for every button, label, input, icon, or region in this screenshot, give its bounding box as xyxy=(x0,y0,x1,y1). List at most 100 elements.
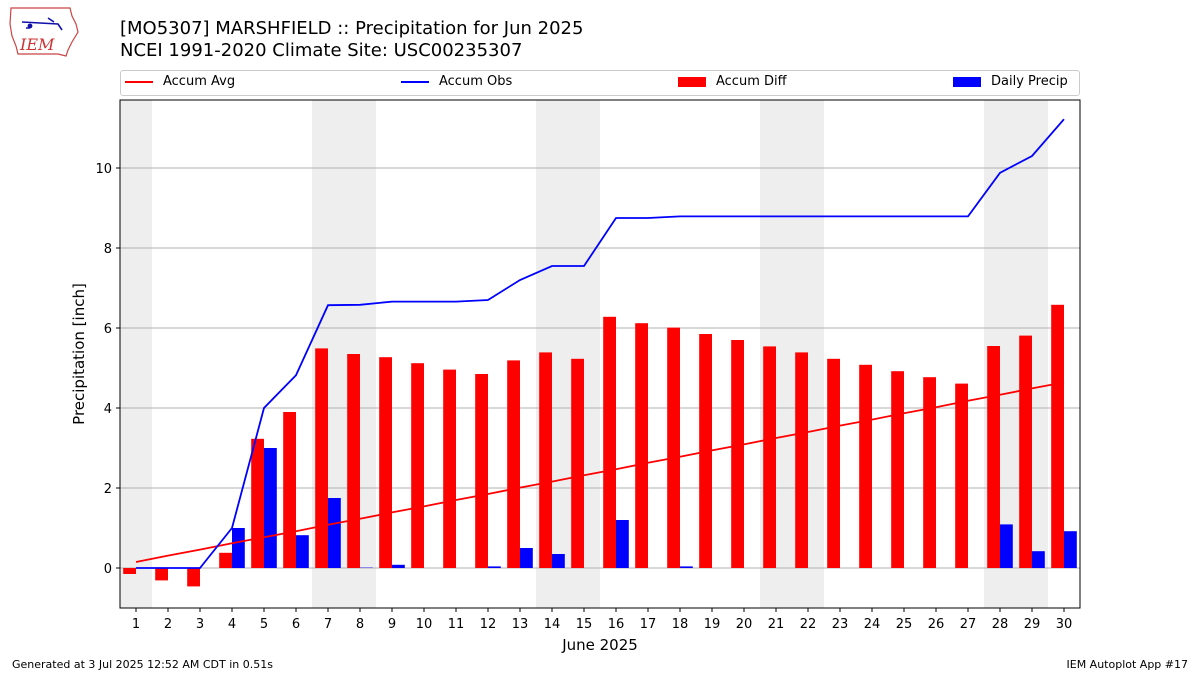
accum-obs-line xyxy=(136,118,1065,569)
accum-avg-line xyxy=(135,381,1065,563)
accum-diff-bar xyxy=(1019,335,1032,568)
accum-diff-bar xyxy=(347,354,360,568)
daily-precip-bars xyxy=(232,448,1077,568)
legend-item-daily-precip: Daily Precip xyxy=(953,74,1068,89)
daily-precip-bar xyxy=(1032,551,1045,568)
daily-precip-bar xyxy=(520,548,533,568)
x-tick-label: 21 xyxy=(768,617,785,632)
accum-diff-bar xyxy=(859,364,872,568)
x-tick-label: 14 xyxy=(544,617,561,632)
accum-diff-bar xyxy=(475,374,488,568)
x-tick-label: 30 xyxy=(1056,617,1073,632)
accum-diff-bar xyxy=(443,369,456,568)
legend-item-accum-avg: Accum Avg xyxy=(125,74,235,89)
weekend-band xyxy=(120,100,152,608)
y-tick-label: 2 xyxy=(104,482,112,497)
daily-precip-bar xyxy=(264,448,277,568)
accum-diff-bar xyxy=(379,357,392,568)
x-tick-label: 25 xyxy=(896,617,913,632)
accum-diff-bar xyxy=(667,327,680,568)
x-tick-label: 5 xyxy=(260,617,268,632)
accum-diff-bar xyxy=(603,316,616,568)
x-tick-label: 12 xyxy=(480,617,497,632)
legend-swatch-daily-precip xyxy=(953,76,981,87)
accum-diff-bar xyxy=(955,383,968,568)
accum-diff-bar xyxy=(539,352,552,568)
y-tick-label: 4 xyxy=(104,402,112,417)
logo-text: IEM xyxy=(19,35,55,54)
accum-diff-bar xyxy=(411,363,424,568)
x-tick-label: 24 xyxy=(864,617,881,632)
daily-precip-bar xyxy=(296,535,309,568)
x-tick-label: 27 xyxy=(960,617,977,632)
daily-precip-bar xyxy=(552,554,565,568)
legend-swatch-accum-avg xyxy=(125,80,153,83)
daily-precip-bar xyxy=(1000,524,1013,568)
legend-item-accum-diff: Accum Diff xyxy=(678,74,787,89)
legend-swatch-accum-diff xyxy=(678,76,706,87)
footer-generated: Generated at 3 Jul 2025 12:52 AM CDT in … xyxy=(12,658,273,671)
x-tick-label: 18 xyxy=(672,617,689,632)
daily-precip-bar xyxy=(232,528,245,568)
x-tick-label: 29 xyxy=(1024,617,1041,632)
y-tick-label: 8 xyxy=(104,242,112,257)
accum-diff-bar xyxy=(315,348,328,568)
accum-diff-bar xyxy=(731,340,744,568)
x-tick-label: 19 xyxy=(704,617,721,632)
y-axis-label: Precipitation [inch] xyxy=(70,283,88,425)
y-tick-label: 0 xyxy=(104,562,112,577)
iem-logo-icon: IEM xyxy=(9,7,79,57)
x-tick-label: 17 xyxy=(640,617,657,632)
x-tick-label: 13 xyxy=(512,617,529,632)
y-tick-label: 10 xyxy=(95,162,112,177)
x-tick-label: 20 xyxy=(736,617,753,632)
x-tick-label: 2 xyxy=(164,617,172,632)
accum-diff-bar xyxy=(763,346,776,568)
chart-title: [MO5307] MARSHFIELD :: Precipitation for… xyxy=(120,18,584,39)
accum-diff-bar xyxy=(827,358,840,568)
y-gridlines xyxy=(120,167,1080,569)
chart-subtitle: NCEI 1991-2020 Climate Site: USC00235307 xyxy=(120,40,523,61)
iem-logo: IEM xyxy=(8,6,80,58)
accum-diff-bar xyxy=(507,360,520,568)
x-tick-label: 15 xyxy=(576,617,593,632)
x-tick-label: 28 xyxy=(992,617,1009,632)
x-tick-label: 11 xyxy=(448,617,465,632)
legend-label-accum-diff: Accum Diff xyxy=(716,74,787,89)
accum-diff-bar xyxy=(635,323,648,568)
daily-precip-bar xyxy=(392,564,405,568)
legend: Accum Avg Accum Obs Accum Diff Daily Pre… xyxy=(120,70,1080,96)
y-tick-label: 6 xyxy=(104,322,112,337)
legend-swatch-accum-obs xyxy=(401,80,429,83)
daily-precip-bar xyxy=(616,520,629,568)
daily-precip-bar xyxy=(680,566,693,568)
y-axis-ticks: 0 2 4 6 8 10 xyxy=(95,162,120,577)
accum-diff-bar xyxy=(283,412,296,568)
accum-diff-bar xyxy=(251,438,264,568)
accum-diff-bar xyxy=(923,377,936,568)
legend-item-accum-obs: Accum Obs xyxy=(401,74,512,89)
x-tick-label: 23 xyxy=(832,617,849,632)
accum-diff-bar xyxy=(187,568,200,587)
x-axis-label: June 2025 xyxy=(561,636,638,654)
x-tick-label: 9 xyxy=(388,617,396,632)
legend-label-daily-precip: Daily Precip xyxy=(991,74,1068,89)
x-tick-label: 26 xyxy=(928,617,945,632)
x-axis-ticks: 1 2 3 4 5 6 7 8 9 10 11 12 13 14 15 16 17 18 19 20 21 22 23 24 2… xyxy=(132,608,1072,632)
plot-frame xyxy=(119,99,1081,609)
accum-diff-bar xyxy=(1051,304,1064,568)
daily-precip-bar xyxy=(328,498,341,568)
accum-diff-bar xyxy=(123,568,136,574)
legend-label-accum-avg: Accum Avg xyxy=(163,74,236,89)
legend-label-accum-obs: Accum Obs xyxy=(439,74,513,89)
x-tick-label: 8 xyxy=(356,617,364,632)
daily-precip-bar xyxy=(488,566,501,568)
accum-diff-bars xyxy=(123,304,1064,587)
x-tick-label: 7 xyxy=(324,617,332,632)
daily-precip-bar xyxy=(1064,531,1077,568)
x-tick-label: 16 xyxy=(608,617,625,632)
accum-diff-bar xyxy=(571,358,584,568)
x-tick-label: 3 xyxy=(196,617,204,632)
x-tick-label: 22 xyxy=(800,617,817,632)
